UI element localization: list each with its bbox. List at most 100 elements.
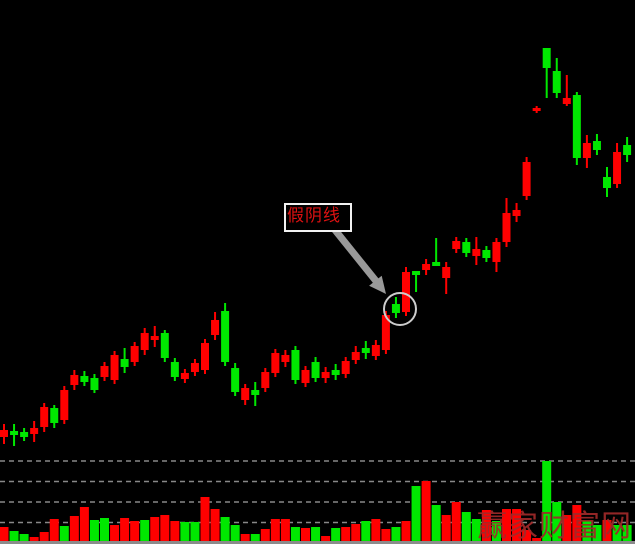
candle-body	[20, 432, 29, 437]
candle-body	[90, 378, 99, 390]
volume-bar	[532, 538, 542, 541]
highlight-circle	[383, 292, 417, 326]
candle-body	[582, 143, 591, 158]
volume-bar	[180, 522, 190, 541]
volume-bar	[381, 529, 391, 541]
volume-bar	[230, 525, 240, 541]
volume-bar	[321, 536, 331, 541]
candle-body	[603, 177, 611, 188]
annotation-arrow-shaft	[328, 222, 379, 284]
volume-bar	[130, 521, 140, 541]
candle-body	[562, 98, 571, 104]
volume-bar	[49, 519, 59, 541]
candle-wick	[545, 48, 548, 98]
candle-body	[30, 428, 39, 434]
volume-bar	[260, 529, 270, 541]
candle-body	[321, 372, 330, 378]
annotation-arrow-head	[369, 275, 386, 294]
candle-wick	[415, 271, 418, 292]
candle-body	[542, 48, 551, 68]
volume-bar	[29, 537, 39, 541]
volume-bar	[290, 527, 300, 541]
volume-bar	[411, 486, 421, 541]
candle-body	[432, 262, 441, 266]
volume-bar	[240, 534, 250, 541]
candle-body	[80, 376, 89, 382]
candle-body	[452, 241, 461, 249]
candle-body	[60, 390, 69, 420]
volume-bar	[562, 515, 572, 541]
candle-body	[0, 430, 8, 437]
candle-body	[120, 359, 129, 367]
volume-bar	[0, 527, 9, 541]
candle-body	[462, 242, 471, 253]
candle-body	[442, 267, 451, 278]
volume-bar	[421, 481, 431, 541]
volume-bar	[582, 521, 592, 541]
candle-body	[221, 311, 230, 362]
volume-bar	[522, 530, 532, 541]
volume-bar	[512, 509, 522, 541]
candle-body	[110, 355, 119, 380]
candle-body	[492, 242, 501, 262]
candle-body	[180, 373, 189, 379]
candle-body	[361, 348, 370, 353]
candle-body	[613, 152, 622, 184]
candle-body	[130, 346, 139, 362]
candle-body	[160, 333, 169, 358]
volume-bar	[190, 522, 200, 541]
candle-body	[341, 361, 350, 374]
volume-bar	[471, 519, 481, 541]
candle-body	[532, 108, 541, 111]
volume-bar	[391, 527, 401, 541]
volume-bar	[602, 520, 612, 541]
candle-body	[512, 210, 521, 216]
volume-bar	[612, 525, 622, 541]
volume-bar	[9, 531, 19, 541]
candle-body	[140, 333, 149, 350]
volume-bar	[431, 505, 441, 541]
volume-bar	[120, 518, 130, 541]
volume-bar	[69, 516, 79, 541]
candle-body	[211, 320, 220, 335]
candle-body	[412, 271, 421, 275]
candle-body	[552, 71, 561, 93]
volume-bar	[371, 519, 381, 541]
annotation-label-text: 假阴线	[287, 206, 341, 225]
volume-bar	[39, 532, 49, 541]
volume-bar	[170, 521, 180, 541]
volume-bar	[79, 507, 89, 541]
candle-body	[623, 145, 632, 155]
volume-bar	[622, 525, 632, 541]
volume-bar	[592, 525, 602, 541]
candle-body	[402, 272, 410, 312]
volume-bar	[220, 517, 230, 541]
candle-wick	[565, 75, 568, 106]
volume-bar	[311, 527, 321, 541]
candle-body	[572, 95, 581, 158]
candle-body	[50, 408, 59, 423]
candle-body	[190, 363, 199, 372]
volume-bar	[572, 505, 582, 541]
candle-body	[201, 343, 209, 370]
candle-body	[150, 336, 159, 340]
volume-bar	[301, 528, 310, 541]
volume-bar	[150, 517, 160, 541]
candle-wick	[435, 238, 438, 266]
volume-bar	[552, 502, 562, 541]
volume-bar	[341, 527, 351, 541]
volume-bar	[491, 521, 501, 541]
volume-bar	[361, 521, 371, 541]
volume-bar	[351, 524, 361, 541]
volume-bar	[451, 502, 461, 541]
volume-bar	[110, 525, 120, 541]
candle-body	[241, 388, 250, 400]
volume-bar	[160, 515, 170, 541]
candle-body	[100, 366, 109, 377]
candle-body	[381, 315, 390, 350]
volume-bar	[280, 519, 290, 541]
candle-body	[301, 370, 310, 383]
volume-bar	[100, 518, 109, 541]
